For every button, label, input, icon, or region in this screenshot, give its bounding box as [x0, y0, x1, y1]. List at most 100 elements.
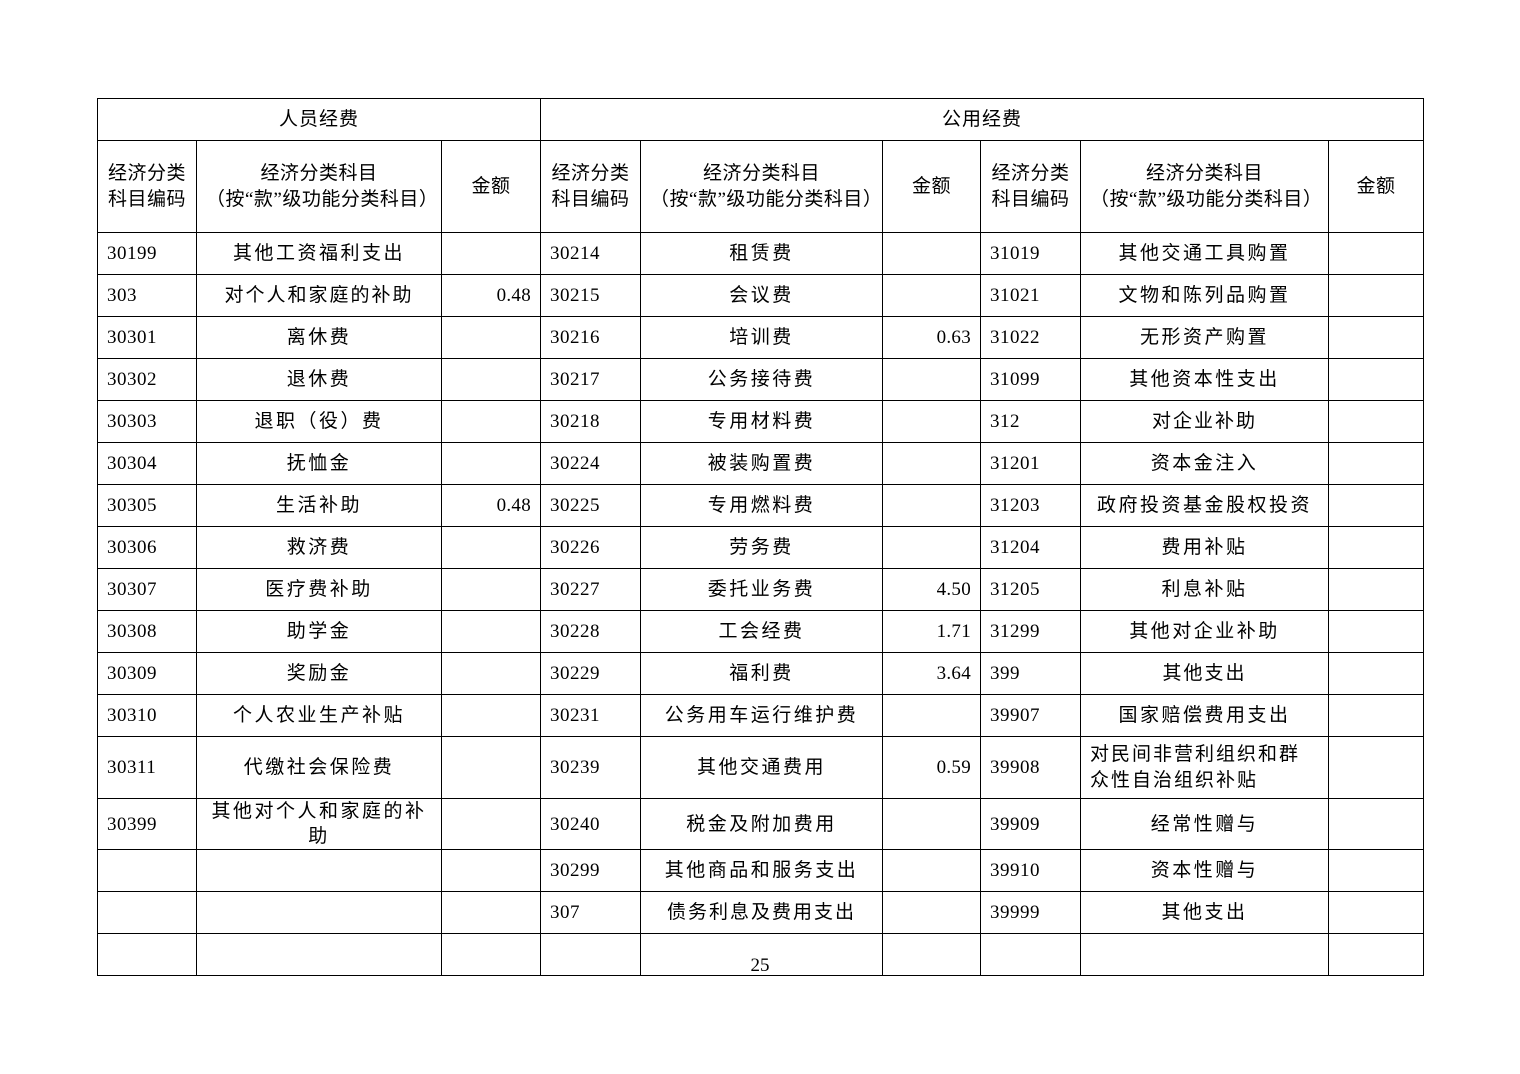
cell-economic-code: 30226	[540, 526, 642, 569]
cell-amount	[882, 694, 982, 737]
cell-economic-subject: 债务利息及费用支出	[640, 891, 884, 935]
cell-economic-subject: 租赁费	[640, 232, 884, 275]
column-header-name-3: 经济分类科目 （按“款”级功能分类科目）	[1080, 140, 1330, 233]
cell-economic-subject: 助学金	[196, 610, 442, 653]
cell-economic-subject: 其他交通工具购置	[1080, 232, 1330, 275]
cell-economic-code: 312	[980, 400, 1082, 443]
section-banner-row: 人员经费 公用经费	[96, 98, 1425, 141]
cell-amount	[440, 849, 542, 893]
cell-economic-subject: 工会经费	[640, 610, 884, 653]
col-head-code-line2: 科目编码	[551, 188, 630, 210]
cell-economic-subject: 代缴社会保险费	[196, 736, 442, 799]
cell-economic-code: 30231	[540, 694, 642, 737]
cell-economic-code: 31201	[980, 442, 1082, 485]
table-row: 30311 代缴社会保险费 30239 其他交通费用 0.59 39908 对民间非营利组织…	[97, 736, 1425, 799]
cell-economic-subject: 劳务费	[640, 526, 884, 569]
cell-amount: 4.50	[882, 568, 982, 611]
page-number: 25	[750, 955, 770, 976]
cell-economic-code: 30399	[97, 797, 197, 851]
cell-economic-code: 399	[980, 652, 1082, 695]
table-row: 30303 退职（役）费 30218 专用材料费 312 对企业补助	[97, 400, 1425, 443]
cell-economic-subject: 生活补助	[196, 484, 442, 527]
cell-economic-subject: 其他对个人和家庭的补助	[196, 797, 442, 851]
col-head-name-line2: （按“款”级功能分类科目）	[1090, 188, 1323, 210]
cell-amount: 0.63	[882, 316, 982, 359]
cell-amount	[440, 891, 542, 935]
column-header-amount-2: 金额	[882, 140, 982, 233]
column-header-code-3: 经济分类 科目编码	[980, 140, 1082, 233]
cell-amount: 3.64	[882, 652, 982, 695]
cell-economic-subject: 培训费	[640, 316, 884, 359]
cell-economic-code: 31205	[980, 568, 1082, 611]
cell-economic-subject: 救济费	[196, 526, 442, 569]
table-row: 307 债务利息及费用支出 39999 其他支出	[97, 891, 1425, 935]
cell-economic-code	[980, 933, 1082, 977]
cell-economic-code: 30309	[97, 652, 197, 695]
cell-economic-subject	[196, 849, 442, 893]
cell-amount	[1328, 797, 1425, 851]
cell-amount	[1328, 358, 1425, 401]
cell-amount	[882, 797, 982, 851]
cell-amount	[1328, 652, 1425, 695]
table-row: 30307 医疗费补助 30227 委托业务费 4.50 31205 利息补贴	[97, 568, 1425, 611]
cell-economic-code: 39907	[980, 694, 1082, 737]
col-head-code-line1: 经济分类	[991, 163, 1070, 185]
cell-amount	[1328, 694, 1425, 737]
cell-economic-code: 31203	[980, 484, 1082, 527]
cell-economic-subject: 其他商品和服务支出	[640, 849, 884, 893]
column-header-name-2: 经济分类科目 （按“款”级功能分类科目）	[640, 140, 884, 233]
column-header-amount-3: 金额	[1328, 140, 1425, 233]
cell-economic-subject: 费用补贴	[1080, 526, 1330, 569]
cell-amount	[440, 358, 542, 401]
cell-economic-subject: 经常性赠与	[1080, 797, 1330, 851]
cell-amount: 0.48	[440, 274, 542, 317]
table-row: 30304 抚恤金 30224 被装购置费 31201 资本金注入	[97, 442, 1425, 485]
cell-economic-subject: 专用材料费	[640, 400, 884, 443]
cell-economic-code: 30302	[97, 358, 197, 401]
cell-amount	[882, 442, 982, 485]
table-row: 30305 生活补助 0.48 30225 专用燃料费 31203 政府投资基金股权投资	[97, 484, 1425, 527]
cell-economic-code: 30217	[540, 358, 642, 401]
col-head-name-line1: 经济分类科目	[1146, 163, 1264, 185]
cell-economic-subject	[196, 933, 442, 977]
cell-economic-code: 30228	[540, 610, 642, 653]
cell-amount	[882, 849, 982, 893]
cell-amount	[1328, 232, 1425, 275]
cell-economic-subject: 医疗费补助	[196, 568, 442, 611]
cell-economic-code: 31022	[980, 316, 1082, 359]
cell-economic-code: 30310	[97, 694, 197, 737]
cell-amount	[1328, 610, 1425, 653]
cell-amount	[440, 232, 542, 275]
col-head-name-line2: （按“款”级功能分类科目）	[206, 188, 439, 210]
cell-amount	[440, 568, 542, 611]
cell-economic-code: 30214	[540, 232, 642, 275]
cell-economic-subject: 被装购置费	[640, 442, 884, 485]
table-row: 30310 个人农业生产补贴 30231 公务用车运行维护费 39907 国家赔偿费用支出	[97, 694, 1425, 737]
col-head-code-line1: 经济分类	[551, 163, 630, 185]
cell-amount	[1328, 274, 1425, 317]
cell-economic-code: 30215	[540, 274, 642, 317]
cell-economic-subject	[640, 933, 884, 977]
table-row: 30299 其他商品和服务支出 39910 资本性赠与	[97, 849, 1425, 893]
cell-economic-code: 31019	[980, 232, 1082, 275]
cell-economic-subject: 文物和陈列品购置	[1080, 274, 1330, 317]
col-head-name-line2: （按“款”级功能分类科目）	[650, 188, 883, 210]
section-banner-personnel: 人员经费	[96, 98, 542, 141]
cell-economic-subject: 离休费	[196, 316, 442, 359]
cell-economic-subject: 其他交通费用	[640, 736, 884, 799]
cell-economic-code: 30299	[540, 849, 642, 893]
cell-amount	[882, 274, 982, 317]
cell-amount	[1328, 484, 1425, 527]
cell-amount	[1328, 526, 1425, 569]
cell-economic-subject: 政府投资基金股权投资	[1080, 484, 1330, 527]
cell-amount	[1328, 400, 1425, 443]
cell-economic-code: 30218	[540, 400, 642, 443]
table-row: 30199 其他工资福利支出 30214 租赁费 31019 其他交通工具购置	[97, 232, 1425, 275]
cell-economic-code: 31099	[980, 358, 1082, 401]
cell-economic-code: 303	[97, 274, 197, 317]
table-row: 303 对个人和家庭的补助 0.48 30215 会议费 31021 文物和陈列品购置	[97, 274, 1425, 317]
cell-economic-code: 30225	[540, 484, 642, 527]
cell-economic-code: 30307	[97, 568, 197, 611]
cell-economic-code: 30306	[97, 526, 197, 569]
cell-economic-code: 30227	[540, 568, 642, 611]
